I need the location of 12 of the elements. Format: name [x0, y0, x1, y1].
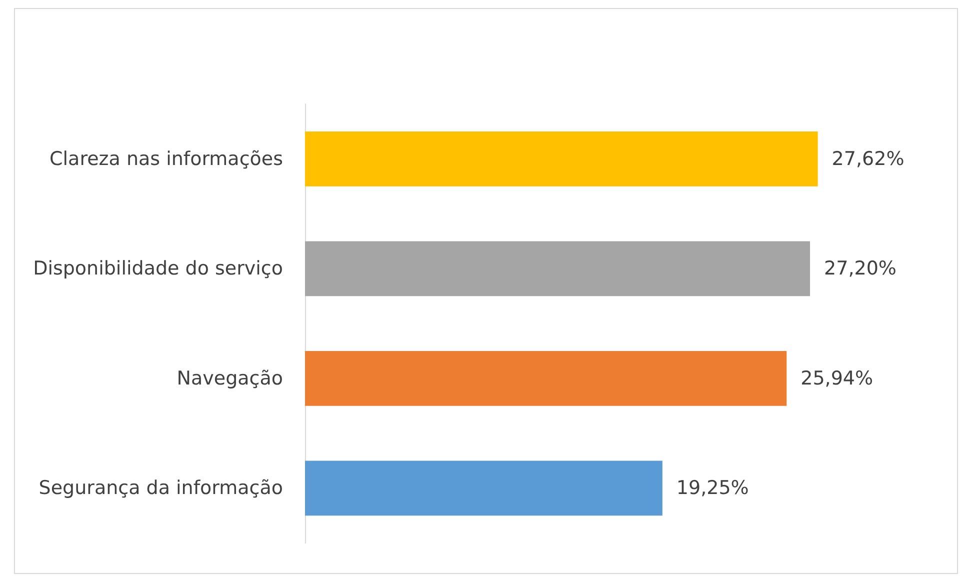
data-label: 27,62% — [832, 148, 904, 170]
data-label: 27,20% — [824, 258, 896, 280]
data-label: 19,25% — [676, 477, 749, 500]
bar — [305, 241, 810, 296]
bar — [305, 460, 662, 516]
bar — [305, 131, 818, 186]
y-tick-label: Clareza nas informações — [50, 148, 283, 170]
y-tick-label: Disponibilidade do serviço — [33, 258, 283, 280]
y-tick-label: Segurança da informação — [38, 477, 283, 500]
bar — [305, 350, 787, 406]
y-tick-label: Navegação — [176, 367, 283, 390]
data-label: 25,94% — [800, 367, 874, 390]
